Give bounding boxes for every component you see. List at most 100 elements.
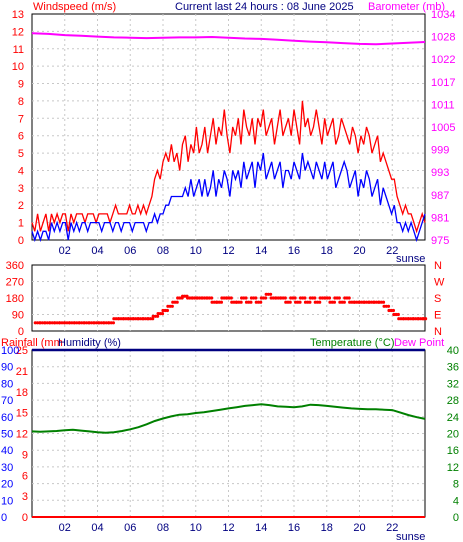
direction-point: [382, 304, 386, 308]
direction-point: [112, 317, 116, 321]
direction-point: [175, 300, 179, 304]
direction-point: [391, 308, 395, 313]
wind-series: [31, 32, 426, 243]
windspeed-series-line: [31, 153, 426, 243]
wind-x-tick-label: 22: [386, 245, 398, 257]
direction-point: [202, 296, 207, 300]
direction-point: [269, 292, 273, 296]
direction-point: [409, 317, 413, 321]
rainfall-tick-label: 15: [16, 408, 28, 420]
humidity-tick-label: 50: [1, 429, 13, 441]
direction-point: [254, 296, 258, 300]
direction-point: [252, 296, 256, 300]
direction-point: [80, 321, 84, 325]
direction-compass-label: E: [434, 310, 441, 322]
direction-point: [139, 317, 143, 321]
direction-point: [266, 292, 270, 296]
temperature-tick-label: 4: [453, 495, 459, 507]
rainfall-tick-label: 9: [22, 449, 28, 461]
barometer-tick-label: 981: [431, 212, 449, 224]
windspeed-tick-label: 9: [18, 79, 24, 91]
temperature-tick-label: 28: [447, 395, 459, 407]
wind-x-tick-label: 20: [353, 245, 365, 257]
wind-x-tick-label: 14: [255, 245, 267, 257]
direction-point: [416, 317, 421, 321]
wind-x-tick-label: 06: [124, 245, 136, 257]
direction-degree-label: 0: [18, 326, 24, 338]
humidity-tick-label: 20: [1, 479, 13, 491]
temperature-x-ticks: 02 04 06 08 10 12 14 16 18 20 22: [59, 522, 399, 534]
barometer-tick-label: 1017: [431, 77, 455, 89]
temperature-x-tick-label: 04: [91, 522, 103, 534]
direction-point: [335, 296, 339, 300]
wind-x-tick-label: 16: [288, 245, 300, 257]
direction-point: [289, 296, 293, 300]
direction-point: [156, 314, 160, 318]
direction-point: [50, 321, 54, 325]
direction-point: [343, 296, 347, 300]
direction-point: [43, 321, 47, 325]
direction-point: [240, 296, 244, 300]
windspeed-tick-label: 5: [18, 148, 24, 160]
direction-point: [377, 300, 381, 304]
direction-point: [330, 300, 334, 304]
direction-point: [63, 321, 67, 325]
temperature-tick-label: 36: [447, 362, 459, 374]
humidity-tick-label: 30: [1, 462, 13, 474]
direction-point: [161, 308, 165, 313]
rainfall-axis-title: Rainfall (mm: [1, 337, 63, 349]
direction-point: [225, 296, 229, 300]
direction-point: [195, 296, 199, 300]
humidity-tick-label: 40: [1, 445, 13, 457]
direction-point: [247, 300, 251, 304]
direction-point: [109, 321, 113, 325]
windspeed-tick-label: 1: [18, 218, 24, 230]
direction-point: [87, 321, 91, 325]
direction-point: [220, 296, 224, 300]
rainfall-tick-label: 6: [22, 470, 28, 482]
direction-point: [40, 321, 45, 325]
direction-point: [360, 300, 364, 304]
direction-point: [259, 300, 263, 304]
direction-point: [58, 321, 62, 325]
direction-point: [379, 300, 383, 304]
temperature-x-tick-label: 10: [190, 522, 202, 534]
direction-point: [325, 296, 329, 300]
direction-point: [70, 321, 74, 325]
temperature-tick-label: 20: [447, 429, 459, 441]
direction-point: [210, 300, 214, 304]
direction-point: [143, 317, 148, 321]
direction-point: [369, 300, 374, 304]
rainfall-tick-label: 21: [16, 366, 28, 378]
temperature-tick-label: 16: [447, 445, 459, 457]
direction-point: [298, 296, 303, 300]
direction-point: [190, 296, 195, 300]
barometer-tick-label: 1011: [431, 99, 455, 111]
direction-point: [345, 296, 349, 300]
temperature-series: [31, 348, 426, 518]
direction-point: [338, 300, 342, 304]
windspeed-tick-label: 0: [18, 235, 24, 247]
panel-rain-humidity-temperature: Rainfall (mm Humidity (%) Temperature (°…: [1, 337, 459, 542]
humidity-tick-label: 90: [1, 362, 13, 374]
direction-point: [303, 296, 307, 300]
direction-point: [404, 317, 408, 321]
direction-point: [237, 300, 241, 304]
direction-point: [111, 321, 115, 325]
direction-point: [151, 314, 155, 318]
direction-point: [342, 300, 346, 304]
direction-point: [134, 317, 138, 321]
direction-point: [347, 296, 351, 300]
direction-point: [348, 300, 352, 304]
direction-point: [284, 300, 288, 304]
rainfall-tick-label: 3: [22, 491, 28, 503]
direction-point: [392, 312, 396, 317]
sunset-marker-top: sunse: [396, 253, 425, 265]
direction-point: [193, 296, 197, 300]
temperature-x-tick-label: 14: [255, 522, 267, 534]
direction-point: [92, 321, 96, 325]
temperature-tick-label: 12: [447, 462, 459, 474]
temperature-tick-label: 0: [453, 512, 459, 524]
barometer-tick-label: 1028: [431, 32, 455, 44]
barometer-tick-label: 1034: [431, 9, 455, 21]
